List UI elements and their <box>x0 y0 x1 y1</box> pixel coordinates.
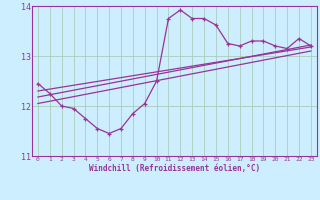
X-axis label: Windchill (Refroidissement éolien,°C): Windchill (Refroidissement éolien,°C) <box>89 164 260 173</box>
